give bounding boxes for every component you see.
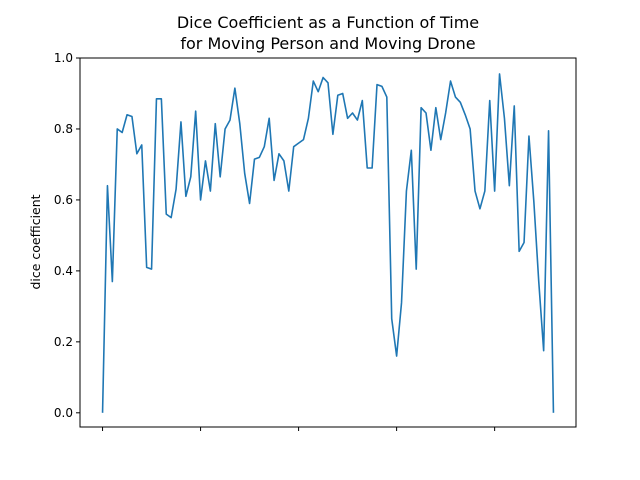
y-axis-label: dice coefficient (28, 194, 43, 289)
y-tick-label: 0.8 (54, 122, 73, 136)
axes-frame (79, 57, 577, 428)
plot-area: 0.0 0.2 0.4 0.6 0.8 1.0 (54, 51, 555, 431)
series-line-0 (101, 73, 555, 413)
y-tick-label: 0.2 (54, 335, 73, 349)
chart-title-line-1: Dice Coefficient as a Function of Time (177, 13, 479, 32)
chart-title-line-2: for Moving Person and Moving Drone (180, 34, 475, 53)
y-tick-label: 0.4 (54, 264, 73, 278)
y-tick-label: 0.0 (54, 406, 73, 420)
y-tick-label: 1.0 (54, 51, 73, 65)
y-tick-label: 0.6 (54, 193, 73, 207)
